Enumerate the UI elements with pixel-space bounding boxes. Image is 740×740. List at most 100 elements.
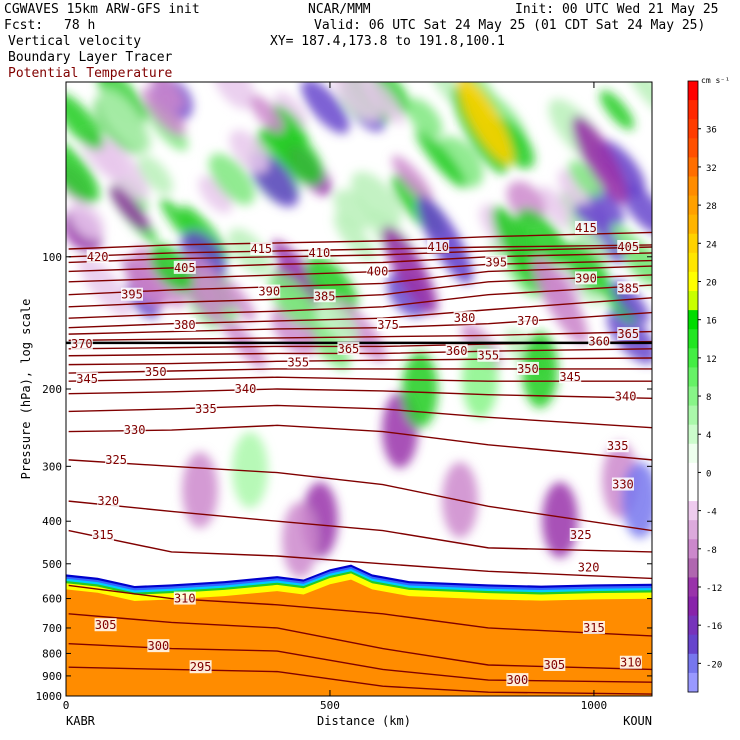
- contour-label-bg: [70, 337, 93, 351]
- fcst-label: Fcst:: [4, 18, 44, 33]
- contour-label: 375: [377, 318, 399, 332]
- contour-label: 350: [517, 362, 539, 376]
- valid-time: Valid: 06 UTC Sat 24 May 25 (01 CDT Sat …: [314, 18, 706, 33]
- colorbar-swatch: [688, 443, 698, 464]
- x-tick-label: 1000: [581, 699, 608, 712]
- colorbar-tick-label: -16: [706, 622, 722, 632]
- colorbar-swatch: [688, 577, 698, 598]
- convective-cell: [232, 432, 268, 508]
- convective-cell: [402, 352, 438, 428]
- x-axis-label: Distance (km): [317, 714, 411, 728]
- convective-cell: [282, 502, 318, 578]
- theta-contour-310: [68, 584, 652, 637]
- theta-contour-330: [68, 424, 652, 461]
- colorbar-tick-label: 16: [706, 317, 717, 327]
- velocity-blob: [622, 184, 652, 235]
- contour-label-bg: [144, 365, 167, 379]
- contour-label-bg: [619, 655, 642, 669]
- velocity-blob: [198, 175, 233, 214]
- velocity-blob: [183, 251, 235, 311]
- theta-contour-315: [68, 529, 652, 580]
- theta-contour-320: [68, 500, 652, 553]
- convective-cell: [542, 482, 578, 558]
- contour-label-bg: [516, 361, 539, 375]
- y-tick-label: 700: [42, 622, 62, 635]
- contour-label: 385: [617, 281, 639, 295]
- field-bl-tracer: Boundary Layer Tracer: [8, 50, 173, 65]
- colorbar-tick-label: 28: [706, 202, 717, 212]
- y-tick-label: 100: [42, 251, 62, 264]
- velocity-blob: [406, 98, 443, 139]
- colorbar-tick-label: 36: [706, 126, 717, 136]
- velocity-blob: [611, 223, 652, 285]
- contour-label: 380: [174, 318, 196, 332]
- colorbar-tick-label: -8: [706, 546, 717, 556]
- theta-contour-385: [68, 284, 652, 319]
- model-line: CGWAVES 15km ARW-GFS init: [4, 2, 200, 17]
- contour-label: 310: [174, 592, 196, 606]
- contour-label-bg: [559, 370, 582, 384]
- contour-label: 320: [578, 561, 600, 575]
- velocity-blob: [228, 228, 272, 276]
- theta-contour-415: [68, 231, 652, 250]
- contour-label: 315: [92, 528, 114, 542]
- contour-label-bg: [543, 657, 566, 671]
- contour-label: 300: [148, 639, 170, 653]
- contour-label-bg: [147, 639, 170, 653]
- velocity-blob: [568, 160, 602, 198]
- contour-label: 340: [615, 389, 637, 403]
- contour-label-bg: [427, 239, 450, 253]
- colorbar-swatch: [688, 214, 698, 235]
- contour-label-bg: [173, 318, 196, 332]
- contour-label-bg: [577, 560, 600, 574]
- contour-label: 335: [195, 402, 217, 416]
- tracer-core: [66, 579, 652, 696]
- contour-label: 400: [367, 264, 389, 278]
- contour-label: 415: [250, 242, 272, 256]
- contour-label: 360: [588, 335, 610, 349]
- y-tick-label: 500: [42, 558, 62, 571]
- contour-label-bg: [614, 389, 637, 403]
- velocity-blob: [350, 171, 402, 229]
- velocity-blob: [66, 92, 104, 150]
- contour-label-bg: [516, 313, 539, 327]
- contour-label-bg: [617, 327, 640, 341]
- contour-label: 335: [607, 439, 629, 453]
- colorbar-swatch: [688, 119, 698, 139]
- contour-label-bg: [617, 281, 640, 295]
- colorbar-swatch: [688, 195, 698, 216]
- colorbar-swatch: [688, 653, 698, 674]
- colorbar-swatch: [688, 462, 698, 483]
- colorbar-swatch: [688, 176, 698, 197]
- contour-label: 325: [570, 528, 592, 542]
- contour-label-bg: [173, 591, 196, 605]
- colorbar-tick-label: 20: [706, 278, 717, 288]
- contour-label-bg: [250, 241, 273, 255]
- colorbar-swatch: [688, 157, 698, 177]
- contour-label-bg: [97, 494, 120, 508]
- contour-label-bg: [485, 255, 508, 269]
- contour-label-bg: [445, 344, 468, 358]
- contour-label-bg: [575, 221, 598, 235]
- contour-label: 370: [71, 337, 93, 351]
- contour-label: 295: [190, 660, 212, 674]
- contour-label-bg: [611, 477, 634, 491]
- colorbar-swatch: [688, 558, 698, 578]
- colorbar-swatch: [688, 271, 698, 292]
- contour-label: 340: [235, 382, 257, 396]
- colorbar-tick-label: -4: [706, 508, 717, 518]
- contour-label-bg: [123, 423, 146, 437]
- colorbar-swatch: [688, 252, 698, 273]
- velocity-blob: [372, 82, 411, 114]
- contour-label: 325: [105, 453, 127, 467]
- colorbar-frame: [687, 80, 699, 693]
- colorbar-swatch: [688, 348, 698, 368]
- contour-label: 390: [575, 271, 597, 285]
- contour-label: 370: [517, 314, 539, 328]
- org-label: NCAR/MMM: [308, 2, 371, 17]
- field-theta: Potential Temperature: [8, 66, 173, 81]
- y-axis-label: Pressure (hPa), log scale: [19, 299, 33, 480]
- contour-label: 360: [446, 344, 468, 358]
- contour-label: 420: [87, 250, 109, 264]
- theta-contour-400: [68, 259, 652, 283]
